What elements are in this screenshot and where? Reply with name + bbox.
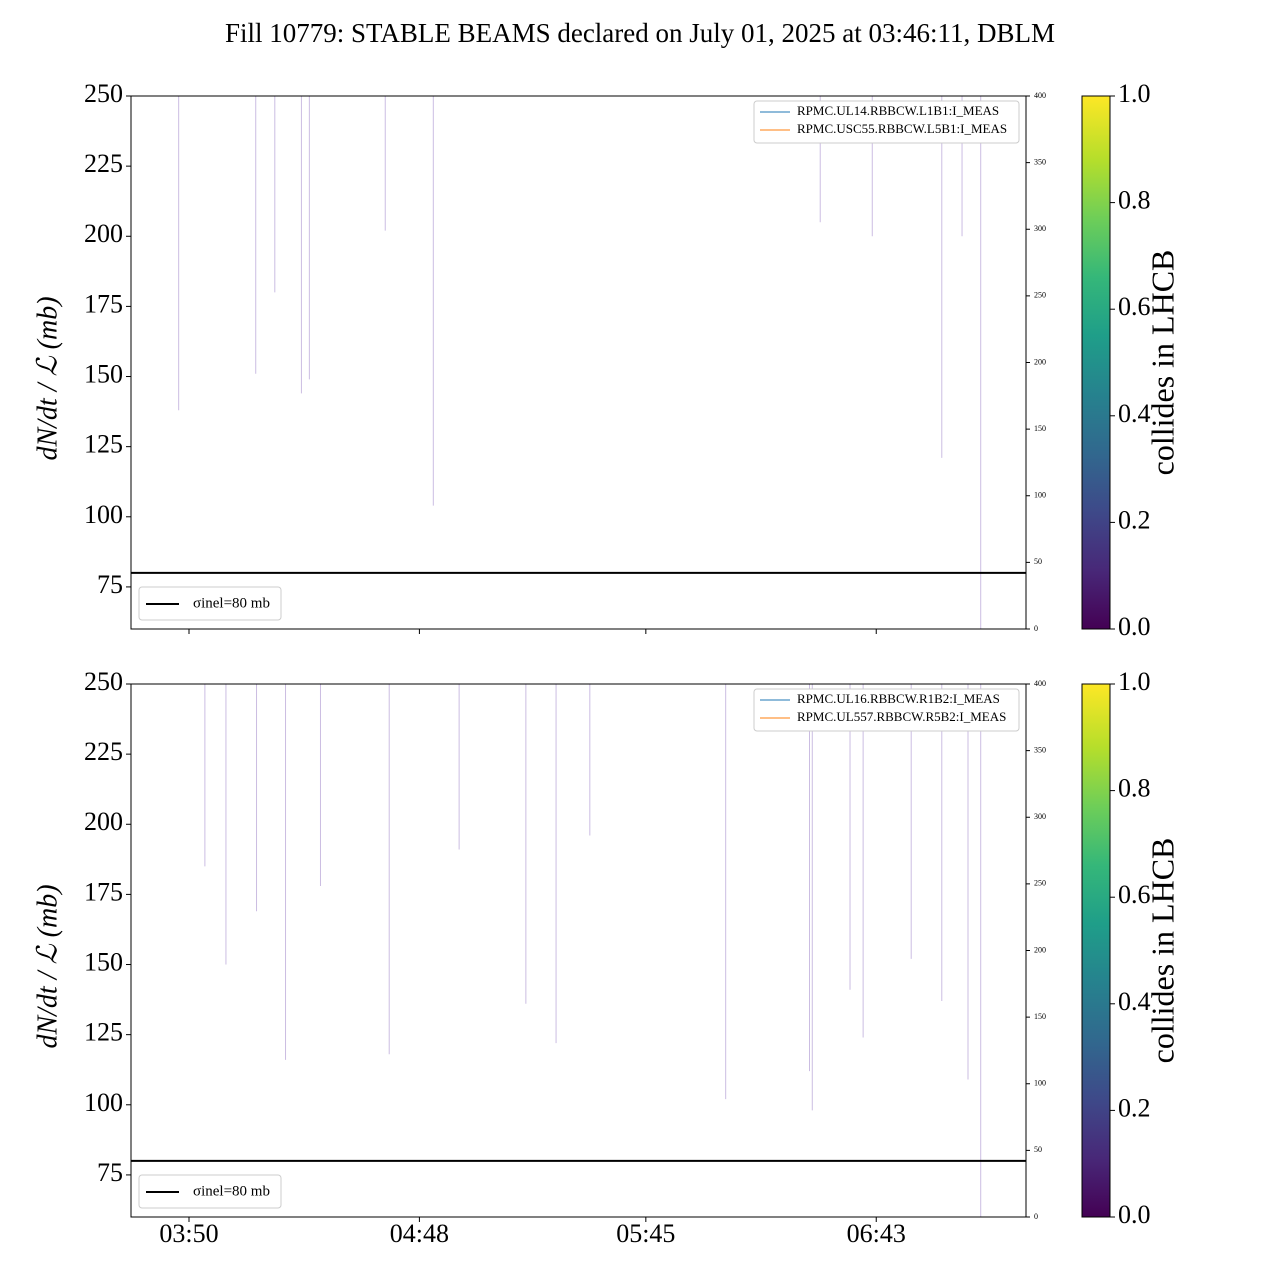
y-tick-label: 75: [97, 570, 123, 599]
colorbar: [1081, 683, 1111, 1218]
y2-tick-label: 0: [1034, 624, 1038, 633]
legend-label: RPMC.USC55.RBBCW.L5B1:I_MEAS: [797, 121, 1007, 136]
y-tick-label: 125: [84, 1018, 123, 1047]
x-tick-label: 03:50: [159, 1219, 218, 1248]
y2-tick-label: 400: [1034, 91, 1046, 100]
legend-label: RPMC.UL16.RBBCW.R1B2:I_MEAS: [797, 691, 1000, 706]
legend-frame: [753, 100, 1020, 144]
legend: RPMC.UL14.RBBCW.L1B1:I_MEAS RPMC.USC55.RB…: [753, 100, 1020, 144]
y-tick-label: 100: [84, 500, 123, 529]
y-tick-label: 125: [84, 430, 123, 459]
colorbar-tick-label: 0.2: [1118, 505, 1151, 534]
colorbar-label: collides in LHCB: [1144, 250, 1180, 476]
y2-tick-label: 300: [1034, 224, 1046, 233]
colorbar-tick-label: 0.0: [1118, 1200, 1151, 1229]
figure-title: Fill 10779: STABLE BEAMS declared on Jul…: [225, 18, 1055, 48]
y2-tick-label: 150: [1034, 1012, 1046, 1021]
y-tick-label: 150: [84, 359, 123, 388]
plot-frame: [130, 95, 1027, 630]
y-tick-label: 100: [84, 1088, 123, 1117]
y2-tick-label: 100: [1034, 491, 1046, 500]
colorbar-tick-label: 0.6: [1118, 880, 1151, 909]
x-tick-label: 04:48: [390, 1219, 449, 1248]
legend-frame: [753, 688, 1020, 732]
y2-tick-label: 200: [1034, 357, 1046, 366]
y-tick-label: 225: [84, 737, 123, 766]
y2-tick-label: 250: [1034, 291, 1046, 300]
legend: RPMC.UL16.RBBCW.R1B2:I_MEAS RPMC.UL557.RB…: [753, 688, 1020, 732]
colorbar-tick-label: 0.6: [1118, 292, 1151, 321]
colorbar-label: collides in LHCB: [1144, 838, 1180, 1064]
legend: σinel=80 mb: [138, 1174, 282, 1209]
colorbar-tick-label: 0.0: [1118, 612, 1151, 641]
legend-frame: [138, 1174, 282, 1209]
legend-frame: [138, 586, 282, 621]
colorbar-tick-label: 0.8: [1118, 774, 1151, 803]
legend: σinel=80 mb: [138, 586, 282, 621]
y2-tick-label: 50: [1034, 1145, 1042, 1154]
y2-tick-label: 250: [1034, 879, 1046, 888]
y2-tick-label: 200: [1034, 945, 1046, 954]
y-tick-label: 200: [84, 807, 123, 836]
y-axis-label: dN/dt / ℒ (mb): [32, 296, 63, 460]
colorbar-tick-label: 0.2: [1118, 1093, 1151, 1122]
y2-tick-label: 50: [1034, 557, 1042, 566]
colorbar-tick-label: 0.8: [1118, 186, 1151, 215]
y2-tick-label: 0: [1034, 1212, 1038, 1221]
y2-tick-label: 150: [1034, 424, 1046, 433]
colorbar-tick-label: 1.0: [1118, 79, 1151, 108]
y2-tick-label: 350: [1034, 745, 1046, 754]
y-tick-label: 250: [84, 667, 123, 696]
colorbar-tick-label: 0.4: [1118, 987, 1151, 1016]
legend-label: σinel=80 mb: [193, 595, 270, 611]
y-tick-label: 175: [84, 289, 123, 318]
plot-frame: [130, 683, 1027, 1218]
y-axis-label: dN/dt / ℒ (mb): [32, 884, 63, 1048]
colorbar: [1081, 95, 1111, 630]
y-tick-label: 175: [84, 877, 123, 906]
y-tick-label: 75: [97, 1158, 123, 1187]
colorbar-tick-label: 0.4: [1118, 399, 1151, 428]
legend-label: σinel=80 mb: [193, 1183, 270, 1199]
x-tick-label: 06:43: [847, 1219, 906, 1248]
colorbar-tick-label: 1.0: [1118, 667, 1151, 696]
legend-label: RPMC.UL14.RBBCW.L1B1:I_MEAS: [797, 103, 999, 118]
y-tick-label: 200: [84, 219, 123, 248]
y-tick-label: 250: [84, 79, 123, 108]
y2-tick-label: 400: [1034, 679, 1046, 688]
y2-tick-label: 300: [1034, 812, 1046, 821]
legend-label: RPMC.UL557.RBBCW.R5B2:I_MEAS: [797, 709, 1006, 724]
y2-tick-label: 350: [1034, 157, 1046, 166]
x-tick-label: 05:45: [616, 1219, 675, 1248]
y-tick-label: 150: [84, 947, 123, 976]
y2-tick-label: 100: [1034, 1079, 1046, 1088]
y-tick-label: 225: [84, 149, 123, 178]
